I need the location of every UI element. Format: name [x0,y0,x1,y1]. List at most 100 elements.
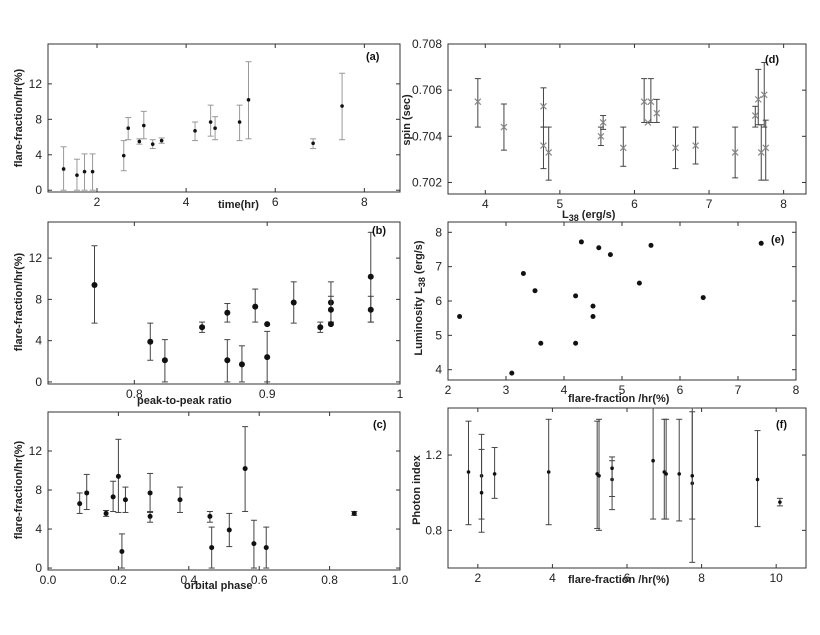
panel-e-xtick-label: 2 [445,383,452,397]
panel-b-data-point [91,281,98,288]
panel-a-data-point [75,173,79,177]
panel-a: 2 4 6 8 0 4 8 12 (a) time(hr) flare-fraction/hr… [13,43,401,211]
panel-e-data-point [457,313,463,319]
panel-b-data-point [224,309,231,316]
panel-d-frame [447,43,807,195]
panel-a-data-point [126,126,131,130]
panel-e-xtick-label: 5 [619,383,626,397]
panel-c-marks [76,426,358,569]
panel-d-data-point [597,132,605,140]
panel-f-data-point [466,470,471,474]
panel-c-xlabel: orbital phase [184,580,252,592]
panel-b-xlabel: peak-to-peak ratio [137,395,232,407]
panel-e-data-point [636,280,642,286]
panel-f-ticks: 2 4 6 8 10 0.8 1.2 [425,408,806,585]
panel-a-data-point [61,167,66,171]
panel-b-data-point [238,361,245,368]
panel-f: 2 4 6 8 10 0.8 1.2 (f) flare-fraction /hr(%) P… [411,407,807,586]
panel-b-data-point [199,324,206,331]
panel-a-data-point [82,169,87,174]
panel-f-data-point [778,500,782,504]
panel-b-data-point [264,321,271,328]
panel-a-ytick-label: 0 [35,183,42,197]
panel-f-ytick-label: 1.2 [425,448,442,462]
panel-c-xtick-label: 0.8 [321,573,338,587]
panel-f-marks [465,407,783,563]
panel-c-data-point [77,501,83,507]
panel-f-xtick-label: 10 [769,571,783,585]
panel-e-data-point [590,313,596,319]
panel-e-ticks: 2 3 4 5 6 7 8 4 5 6 7 8 [435,222,800,397]
panel-a-ticks: 2 4 6 8 0 4 8 12 [29,44,400,209]
panel-e-xtick-label: 7 [735,383,742,397]
panel-d-ytick-label: 0.706 [412,83,442,97]
panel-b-data-point [252,303,259,310]
panel-d-marks [474,61,770,181]
panel-f-ytick-label: 0.8 [425,523,442,537]
panel-d-data-point [599,119,607,126]
panel-e-ytick-label: 4 [435,363,442,377]
panel-a-data-point [121,153,126,158]
panel-b-frame [47,221,401,385]
panel-e-ylabel: Luminosity L38 (erg/s) [413,240,427,355]
panel-b-ylabel: flare-fraction/hr(%) [13,252,25,351]
panel-a-data-point [141,123,146,128]
panel-e-data-point [532,288,538,294]
panel-e-xtick-label: 8 [793,383,800,397]
panel-c-data-point [251,541,257,547]
panel-a-data-point [340,104,344,108]
panel-b-data-point [224,357,231,364]
panel-c-data-point [263,545,269,551]
panel-f-data-point [479,490,484,495]
panel-c-frame [47,411,401,571]
panel-a-data-point [159,138,164,143]
panel-c-data-point [226,527,232,533]
panel-a-ylabel: flare-fraction/hr(%) [13,68,25,167]
panel-f-tag: (f) [776,419,787,431]
panel-d-xtick-label: 5 [557,197,564,211]
panel-c-xtick-label: 0.0 [40,573,57,587]
panel-c-ytick-label: 0 [35,561,42,575]
panel-d-ytick-label: 0.702 [412,175,442,189]
panel-b: 0.8 0.9 1 0 4 8 12 (b) peak-to-peak ratio flar… [13,221,404,407]
panel-d-xtick-label: 4 [482,197,489,211]
panel-e-data-point [700,295,706,301]
panel-a-data-point [246,98,251,102]
panel-e-data-point [520,271,526,277]
panel-c-ytick-label: 12 [29,444,43,458]
panel-e-xtick-label: 4 [561,383,568,397]
panel-b-tag: (b) [372,225,386,237]
panel-b-ticks: 0.8 0.9 1 0 4 8 12 [29,222,404,401]
panel-e-ytick-label: 7 [435,260,442,274]
panel-c-data-point [177,497,183,503]
panel-b-data-point [327,321,334,328]
panel-b-data-point [317,324,324,331]
panel-b-data-point [264,354,271,361]
panel-c-xtick-label: 0.4 [180,573,197,587]
panel-e-ytick-label: 8 [435,225,442,239]
panel-d-xtick-label: 6 [631,197,638,211]
panel-d-xtick-label: 7 [706,197,713,211]
panel-a-ytick-label: 4 [35,148,42,162]
panel-a-marks [60,61,346,191]
panel-a-data-point [150,142,155,146]
panel-a-tag: (a) [366,51,380,63]
panel-c-data-point [242,466,248,472]
panel-f-data-point [546,470,551,474]
panel-c-data-point [147,513,153,519]
panel-b-data-point [367,306,374,313]
panel-e-xtick-label: 6 [677,383,684,397]
panel-a-xtick-label: 6 [272,195,279,209]
panel-e-data-point [538,340,544,346]
panel-d-tag: (d) [765,54,779,66]
panel-c-xtick-label: 0.6 [251,573,268,587]
panel-e-data-point [573,293,579,299]
panel-d-ylabel: spin (sec) [401,94,413,146]
panel-b-ytick-label: 4 [35,334,42,348]
panel-d-data-point [731,149,739,156]
panel-d-data-point [540,102,547,110]
panel-f-xlabel: flare-fraction /hr(%) [568,574,670,586]
panel-c-data-point [84,490,90,496]
panel-d-ytick-label: 0.704 [412,129,442,143]
panel-c-xtick-label: 1.0 [392,573,409,587]
